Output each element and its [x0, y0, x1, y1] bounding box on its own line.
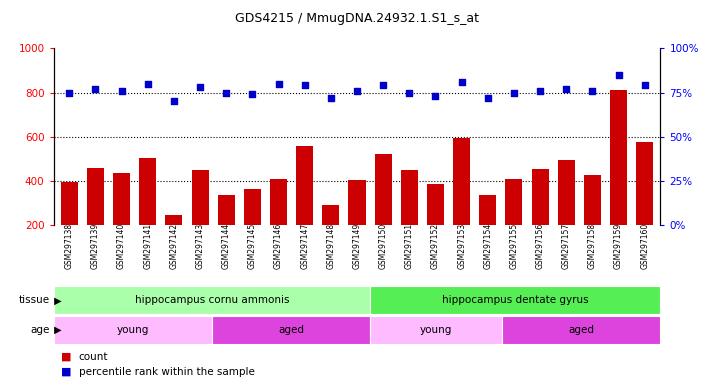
Bar: [427, 184, 444, 269]
Point: [221, 89, 232, 96]
Bar: [139, 158, 156, 269]
Bar: [322, 205, 339, 269]
Point: [430, 93, 441, 99]
Point: [246, 91, 258, 98]
Text: hippocampus cornu ammonis: hippocampus cornu ammonis: [135, 295, 289, 305]
Text: GSM297145: GSM297145: [248, 223, 257, 269]
Text: GSM297149: GSM297149: [353, 223, 361, 269]
Bar: [113, 173, 130, 269]
Point: [639, 83, 650, 89]
Text: age: age: [31, 325, 50, 335]
Bar: [87, 167, 104, 269]
Bar: [453, 138, 470, 269]
Text: ■: ■: [61, 367, 71, 377]
Point: [169, 98, 180, 104]
Text: GSM297150: GSM297150: [378, 223, 388, 269]
Text: GSM297160: GSM297160: [640, 223, 649, 269]
Bar: [244, 189, 261, 269]
Bar: [218, 195, 235, 269]
Text: hippocampus dentate gyrus: hippocampus dentate gyrus: [442, 295, 588, 305]
Point: [508, 89, 520, 96]
Point: [351, 88, 363, 94]
Bar: [502, 316, 660, 344]
Bar: [370, 286, 660, 314]
Bar: [370, 316, 502, 344]
Bar: [375, 154, 392, 269]
Point: [194, 84, 206, 90]
Text: count: count: [79, 352, 108, 362]
Text: GSM297146: GSM297146: [274, 223, 283, 269]
Text: GSM297151: GSM297151: [405, 223, 414, 269]
Bar: [532, 169, 548, 269]
Point: [613, 72, 624, 78]
Bar: [296, 146, 313, 269]
Bar: [506, 179, 523, 269]
Text: GSM297153: GSM297153: [457, 223, 466, 269]
Point: [587, 88, 598, 94]
Point: [64, 89, 75, 96]
Point: [560, 86, 572, 92]
Bar: [191, 170, 208, 269]
Text: GSM297142: GSM297142: [169, 223, 178, 269]
Point: [116, 88, 127, 94]
Text: GSM297139: GSM297139: [91, 223, 100, 269]
Text: GSM297144: GSM297144: [222, 223, 231, 269]
Point: [325, 95, 336, 101]
Bar: [479, 195, 496, 269]
Bar: [348, 180, 366, 269]
Text: GSM297158: GSM297158: [588, 223, 597, 269]
Point: [142, 81, 154, 87]
Point: [456, 79, 468, 85]
Bar: [54, 286, 370, 314]
Bar: [270, 179, 287, 269]
Bar: [212, 316, 370, 344]
Text: GSM297143: GSM297143: [196, 223, 204, 269]
Text: GSM297157: GSM297157: [562, 223, 570, 269]
Bar: [61, 182, 78, 269]
Text: GSM297147: GSM297147: [300, 223, 309, 269]
Text: GSM297154: GSM297154: [483, 223, 492, 269]
Bar: [401, 170, 418, 269]
Text: GDS4215 / MmugDNA.24932.1.S1_s_at: GDS4215 / MmugDNA.24932.1.S1_s_at: [235, 12, 479, 25]
Bar: [610, 90, 627, 269]
Bar: [166, 215, 182, 269]
Text: ■: ■: [61, 352, 71, 362]
Point: [378, 83, 389, 89]
Point: [90, 86, 101, 92]
Bar: [54, 316, 212, 344]
Bar: [584, 175, 601, 269]
Text: GSM297155: GSM297155: [510, 223, 518, 269]
Text: GSM297140: GSM297140: [117, 223, 126, 269]
Text: ▶: ▶: [51, 295, 61, 305]
Point: [273, 81, 284, 87]
Text: percentile rank within the sample: percentile rank within the sample: [79, 367, 254, 377]
Text: GSM297152: GSM297152: [431, 223, 440, 269]
Text: GSM297159: GSM297159: [614, 223, 623, 269]
Point: [299, 83, 311, 89]
Text: GSM297148: GSM297148: [326, 223, 336, 269]
Text: young: young: [420, 325, 453, 335]
Text: young: young: [116, 325, 149, 335]
Text: GSM297156: GSM297156: [536, 223, 545, 269]
Text: GSM297141: GSM297141: [144, 223, 152, 269]
Point: [403, 89, 415, 96]
Text: ▶: ▶: [51, 325, 61, 335]
Point: [534, 88, 545, 94]
Bar: [558, 160, 575, 269]
Point: [482, 95, 493, 101]
Text: aged: aged: [278, 325, 304, 335]
Text: GSM297138: GSM297138: [65, 223, 74, 269]
Text: tissue: tissue: [19, 295, 50, 305]
Bar: [636, 142, 653, 269]
Text: aged: aged: [568, 325, 594, 335]
